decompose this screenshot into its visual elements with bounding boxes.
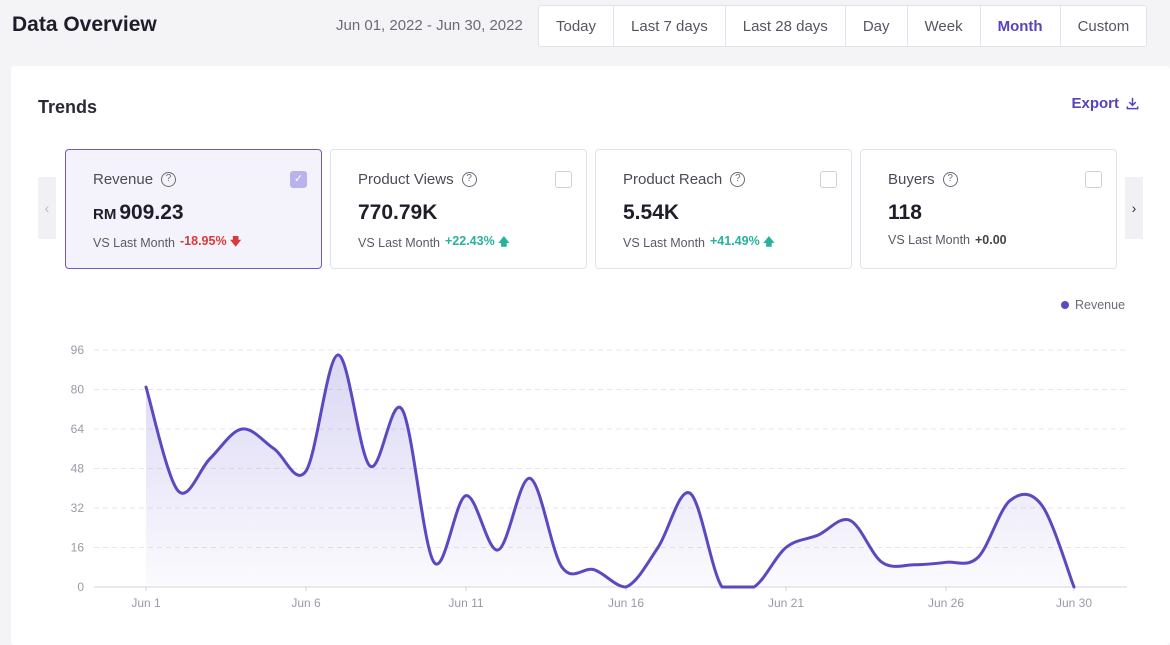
arrow-down-icon: 🡇	[230, 236, 242, 248]
x-tick-label: Jun 6	[291, 596, 321, 610]
delta-text: +0.00	[975, 233, 1007, 247]
x-tick-label: Jun 26	[928, 596, 964, 610]
y-tick-label: 0	[77, 580, 84, 594]
compare-label: VS Last Month	[623, 235, 705, 250]
metric-value-number: 5.54K	[623, 201, 680, 224]
help-icon[interactable]: ?	[161, 172, 177, 187]
page-title: Data Overview	[12, 13, 157, 36]
chart-legend: Revenue	[1061, 298, 1125, 312]
y-tick-label: 80	[71, 383, 85, 397]
metric-label: Product Reach?	[623, 171, 746, 188]
download-icon	[1126, 97, 1139, 110]
export-label: Export	[1071, 95, 1119, 112]
metric-compare: VS Last Month +22.43% 🡅	[358, 233, 510, 252]
delta-value: -18.95% 🡇	[180, 233, 241, 252]
delta-value: +22.43% 🡅	[445, 233, 510, 252]
y-tick-label: 32	[71, 501, 85, 515]
chevron-left-icon: ‹	[44, 200, 50, 216]
metric-value: RM 909.23	[93, 201, 184, 225]
chevron-right-icon: ›	[1131, 200, 1137, 216]
trends-title: Trends	[38, 97, 98, 117]
y-tick-label: 16	[71, 541, 85, 555]
metric-value-number: 909.23	[119, 201, 184, 224]
metric-label-text: Buyers	[888, 171, 935, 188]
delta-text: +22.43%	[445, 234, 495, 248]
compare-label: VS Last Month	[93, 235, 175, 250]
delta-value: +41.49% 🡅	[710, 233, 775, 252]
date-range-selector: Today Last 7 days Last 28 days Day Week Month…	[538, 5, 1148, 47]
x-tick-label: Jun 11	[448, 596, 483, 610]
range-button-last-28-days[interactable]: Last 28 days	[726, 6, 846, 46]
metric-label: Buyers?	[888, 171, 958, 188]
delta-value: +0.00	[975, 233, 1007, 247]
range-button-custom[interactable]: Custom	[1077, 17, 1130, 35]
compare-label: VS Last Month	[358, 235, 440, 250]
help-icon[interactable]: ?	[730, 172, 746, 187]
legend-label: Revenue	[1075, 298, 1126, 312]
revenue-line	[144, 353, 1076, 589]
x-tick-label: Jun 30	[1056, 596, 1092, 610]
x-tick-label: Jun 21	[768, 596, 804, 610]
delta-text: +41.49%	[710, 234, 760, 248]
metric-compare: VS Last Month -18.95% 🡇	[93, 233, 241, 252]
metric-checkbox[interactable]	[820, 171, 837, 188]
scroll-right-button[interactable]: ›	[1125, 177, 1143, 239]
scroll-left-button[interactable]: ‹	[38, 177, 56, 239]
y-tick-label: 64	[71, 422, 85, 436]
metric-label: Product Views?	[358, 171, 477, 188]
x-tick-label: Jun 16	[608, 596, 644, 610]
x-tick-label: Jun 1	[131, 596, 161, 610]
delta-text: -18.95%	[180, 234, 227, 248]
metric-value-number: 770.79K	[358, 201, 438, 224]
metric-card-product-reach[interactable]: Product Reach? 5.54K VS Last Month +41.49% …	[595, 149, 852, 269]
legend-dot	[1061, 301, 1069, 309]
export-button[interactable]: Export	[1071, 95, 1140, 112]
metric-card-buyers[interactable]: Buyers? 118 VS Last Month +0.00	[860, 149, 1117, 269]
metric-value: 118	[888, 201, 922, 225]
revenue-chart: 0 16 32 48 64 80 96 Jun 1 Jun 6 Jun 11 Jun 16 Jun 2…	[71, 343, 1127, 610]
range-button-month[interactable]: Month	[981, 6, 1061, 46]
metric-value: 5.54K	[623, 201, 679, 225]
range-button-last-7-days[interactable]: Last 7 days	[614, 6, 726, 46]
compare-label: VS Last Month	[888, 233, 970, 247]
metric-checkbox[interactable]	[555, 171, 572, 188]
metric-label-text: Product Reach	[623, 171, 723, 188]
metric-label-text: Revenue	[93, 171, 154, 188]
trends-card: Trends Export ‹ › Revenue? ✓ RM 909.23 VS La…	[11, 66, 1170, 645]
metric-compare: VS Last Month +41.49% 🡅	[623, 233, 775, 252]
metric-card-revenue[interactable]: Revenue? ✓ RM 909.23 VS Last Month -18.95% 🡇	[65, 149, 322, 269]
metric-label-text: Product Views	[358, 171, 454, 188]
currency-prefix: RM	[93, 206, 117, 223]
top-bar: Data Overview Jun 01, 2022 - Jun 30, 202…	[0, 0, 1170, 52]
arrow-up-icon: 🡅	[498, 236, 510, 248]
y-tick-label: 48	[71, 462, 85, 476]
metric-value: 770.79K	[358, 201, 437, 225]
metric-checkbox[interactable]: ✓	[290, 171, 307, 188]
metric-checkbox[interactable]	[1085, 171, 1102, 188]
range-button-week[interactable]: Week	[908, 6, 981, 46]
metric-label: Revenue?	[93, 171, 177, 188]
help-icon[interactable]: ?	[942, 172, 958, 187]
metric-card-product-views[interactable]: Product Views? 770.79K VS Last Month +22.43…	[330, 149, 587, 269]
range-button-day[interactable]: Day	[846, 6, 908, 46]
date-range-text: Jun 01, 2022 - Jun 30, 2022	[336, 17, 523, 34]
arrow-up-icon: 🡅	[763, 236, 775, 248]
range-button-today[interactable]: Today	[539, 6, 615, 46]
help-icon[interactable]: ?	[461, 172, 477, 187]
metric-compare: VS Last Month +0.00	[888, 233, 1007, 247]
revenue-area	[146, 354, 1074, 587]
y-tick-label: 96	[71, 343, 85, 357]
metric-value-number: 118	[888, 201, 922, 224]
